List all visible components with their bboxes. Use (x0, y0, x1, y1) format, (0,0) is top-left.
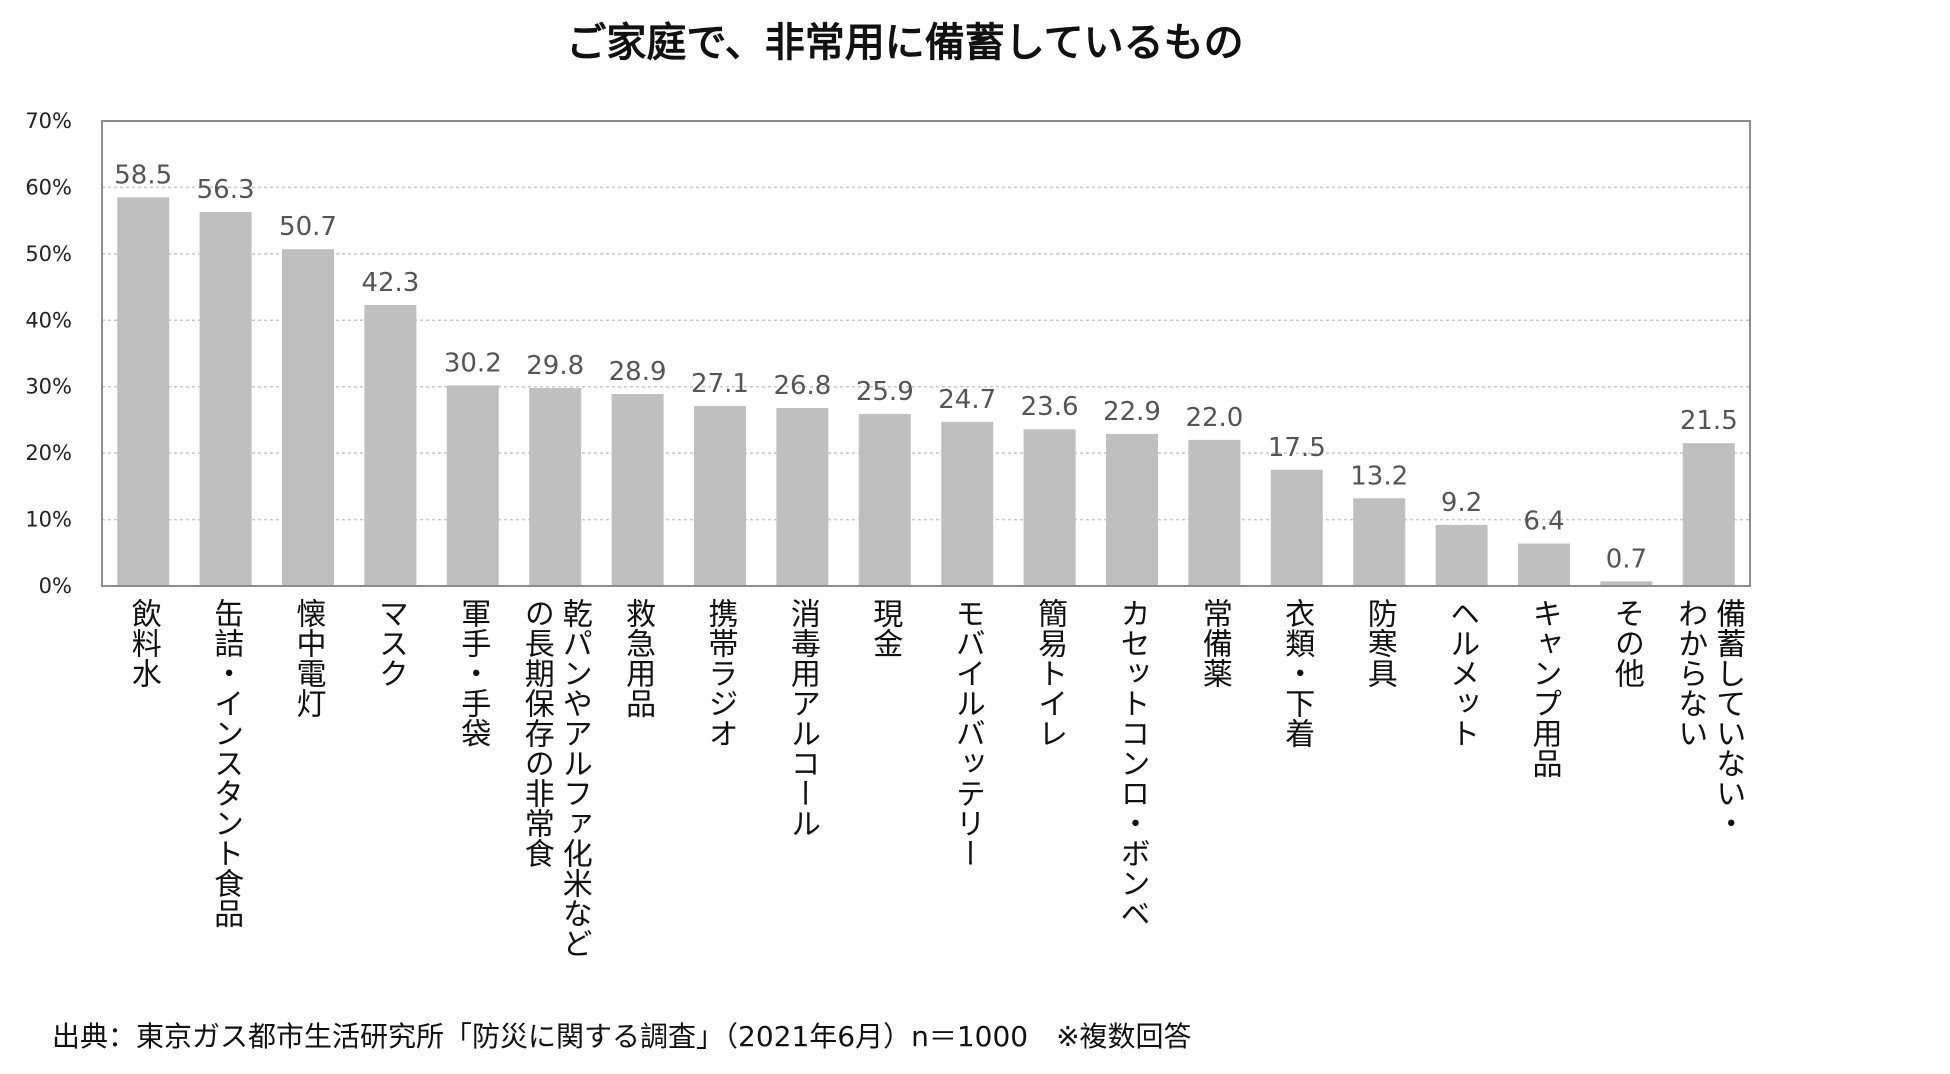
category-label: 備蓄していない・ (1710, 598, 1746, 838)
bar (776, 407, 829, 586)
category-label: 防寒具 (1362, 598, 1397, 688)
category-label: 飲料水 (126, 598, 162, 688)
data-label: 17.5 (1268, 433, 1326, 463)
data-label: 56.3 (197, 175, 255, 205)
bar (1518, 543, 1570, 586)
category-label: 衣類・下着 (1279, 598, 1315, 748)
bar (1600, 581, 1653, 586)
data-label: 30.2 (444, 348, 502, 378)
category-label: 軍手・手袋 (455, 598, 491, 748)
y-tick-label: 30% (25, 375, 72, 399)
data-label: 22.9 (1103, 397, 1161, 427)
data-label: 23.6 (1021, 392, 1079, 422)
category-label: マスク (373, 598, 408, 688)
y-tick-label: 0% (39, 574, 72, 598)
bar (1682, 443, 1735, 586)
category-label: の長期保存の非常食 (519, 598, 555, 868)
category-label: 缶詰・インスタント食品 (208, 598, 243, 928)
category-label: カセットコンロ・ボンベ (1115, 598, 1150, 928)
bar (1270, 469, 1323, 586)
data-label: 0.7 (1606, 544, 1647, 574)
plot-frame (101, 120, 1751, 587)
bar (529, 388, 582, 586)
bar (694, 405, 746, 586)
data-label: 13.2 (1350, 461, 1408, 491)
bar (858, 413, 911, 586)
category-label: モバイルバッテリー (950, 598, 985, 868)
category-label: 救急用品 (620, 598, 656, 718)
bar (282, 249, 334, 586)
data-label: 21.5 (1680, 406, 1738, 436)
chart-title: ご家庭で、非常用に備蓄しているもの (566, 20, 1243, 66)
bar (1435, 524, 1488, 586)
data-label: 29.8 (526, 351, 584, 381)
data-label: 27.1 (691, 369, 749, 399)
category-labels: 飲料水 缶詰・インスタント食品 懐中電灯 マスク 軍手・手袋 乾パンやアルファ化米などの長… (126, 598, 1747, 958)
category-label: 簡易トイレ (1032, 598, 1067, 748)
category-label: 懐中電灯 (291, 598, 327, 718)
data-label: 24.7 (938, 385, 996, 415)
data-label: 25.9 (856, 377, 914, 407)
y-axis: 0% 10% 20% 30% 40% 50% 60% 70% (25, 109, 72, 598)
bar (117, 197, 170, 586)
category-label: 現金 (867, 598, 903, 658)
bar (1353, 498, 1406, 586)
y-tick-label: 70% (25, 109, 72, 133)
y-tick-label: 20% (25, 441, 72, 465)
data-label: 26.8 (773, 371, 831, 401)
category-label: キャンプ用品 (1527, 598, 1563, 778)
data-label: 22.0 (1185, 403, 1243, 433)
bar (199, 212, 252, 586)
category-label: 常備薬 (1197, 598, 1233, 688)
bar (611, 394, 664, 586)
category-label: ヘルメット (1444, 598, 1479, 748)
data-label: 42.3 (361, 268, 419, 298)
category-label: その他 (1609, 598, 1645, 688)
category-label: 携帯ラジオ (703, 598, 738, 748)
bar (1023, 429, 1076, 586)
y-tick-label: 10% (25, 508, 72, 532)
data-labels: 58.5 56.3 50.7 42.3 30.2 29.8 28.9 27.1 26.8 25.9… (114, 160, 1737, 574)
data-label: 6.4 (1523, 506, 1564, 536)
data-label: 50.7 (279, 212, 337, 242)
y-tick-label: 50% (25, 242, 72, 266)
bar (1188, 439, 1241, 586)
category-label: 消毒用アルコール (785, 598, 821, 838)
data-label: 9.2 (1441, 488, 1482, 518)
y-tick-label: 60% (25, 175, 72, 199)
data-label: 58.5 (114, 160, 172, 190)
data-label: 28.9 (609, 357, 667, 387)
bars (117, 197, 1735, 586)
bar (446, 385, 499, 586)
source-note: 出典：東京ガス都市生活研究所「防災に関する調査」（2021年6月）n＝1000 … (52, 1020, 1192, 1053)
y-tick-label: 40% (25, 308, 72, 332)
bar (364, 305, 417, 586)
category-label: わからない (1672, 598, 1707, 748)
category-label: 乾パンやアルファ化米など (557, 598, 592, 958)
grid-lines (102, 186, 1750, 521)
bar (1106, 433, 1158, 586)
bar (941, 421, 994, 586)
